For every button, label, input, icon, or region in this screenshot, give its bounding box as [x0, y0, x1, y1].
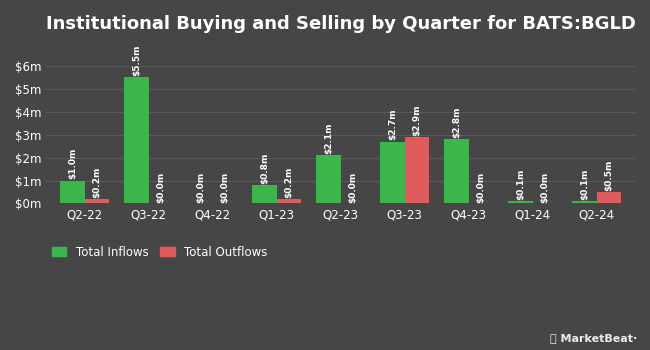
Bar: [572, 201, 597, 203]
Bar: [405, 137, 429, 203]
Text: ⼿ MarketBeat·: ⼿ MarketBeat·: [550, 333, 637, 343]
Text: $0.5m: $0.5m: [604, 159, 613, 191]
Text: $0.1m: $0.1m: [580, 168, 589, 200]
Text: $0.0m: $0.0m: [540, 172, 549, 203]
Text: $0.0m: $0.0m: [348, 172, 358, 203]
Text: $2.1m: $2.1m: [324, 122, 333, 154]
Text: $0.0m: $0.0m: [220, 172, 229, 203]
Bar: [380, 141, 405, 203]
Bar: [597, 192, 621, 203]
Text: $2.7m: $2.7m: [388, 108, 397, 140]
Text: $0.0m: $0.0m: [196, 172, 205, 203]
Bar: [317, 155, 341, 203]
Text: $5.5m: $5.5m: [132, 44, 141, 76]
Text: $1.0m: $1.0m: [68, 148, 77, 179]
Bar: [60, 181, 84, 203]
Bar: [508, 201, 532, 203]
Text: $0.2m: $0.2m: [284, 166, 293, 197]
Legend: Total Inflows, Total Outflows: Total Inflows, Total Outflows: [52, 246, 267, 259]
Text: $0.2m: $0.2m: [92, 166, 101, 197]
Bar: [277, 199, 301, 203]
Text: $2.9m: $2.9m: [412, 104, 421, 135]
Text: $0.8m: $0.8m: [260, 152, 269, 184]
Text: $2.8m: $2.8m: [452, 106, 461, 138]
Title: Institutional Buying and Selling by Quarter for BATS:BGLD: Institutional Buying and Selling by Quar…: [46, 15, 636, 33]
Text: $0.0m: $0.0m: [476, 172, 486, 203]
Text: $0.0m: $0.0m: [157, 172, 165, 203]
Text: $0.1m: $0.1m: [516, 168, 525, 200]
Bar: [84, 199, 109, 203]
Bar: [252, 185, 277, 203]
Bar: [124, 77, 149, 203]
Bar: [445, 139, 469, 203]
